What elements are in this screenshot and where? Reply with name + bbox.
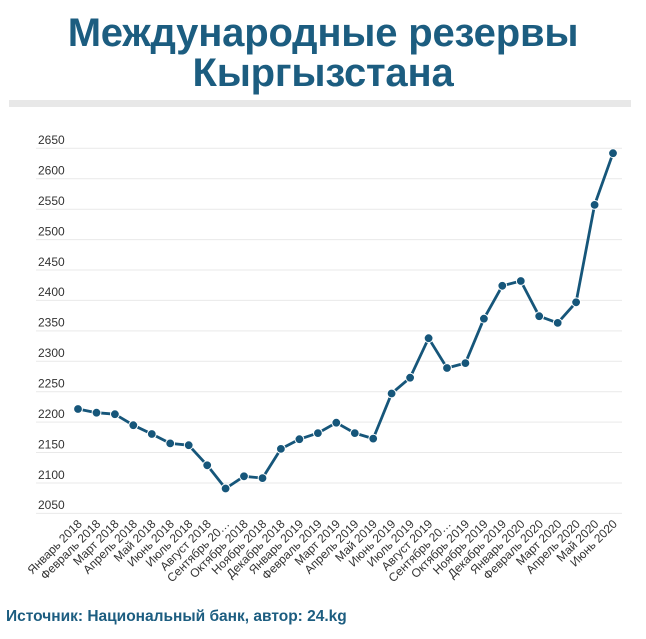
svg-text:2400: 2400	[38, 285, 65, 299]
svg-text:2150: 2150	[38, 437, 65, 451]
svg-text:2300: 2300	[38, 346, 65, 360]
svg-text:2500: 2500	[38, 224, 65, 238]
svg-text:2600: 2600	[38, 164, 65, 178]
svg-text:2450: 2450	[38, 255, 65, 269]
svg-text:2650: 2650	[38, 133, 65, 147]
svg-text:2050: 2050	[38, 498, 65, 512]
svg-text:2250: 2250	[38, 377, 65, 391]
svg-text:2200: 2200	[38, 407, 65, 421]
svg-text:2100: 2100	[38, 468, 65, 482]
svg-text:2350: 2350	[38, 316, 65, 330]
svg-text:2550: 2550	[38, 194, 65, 208]
